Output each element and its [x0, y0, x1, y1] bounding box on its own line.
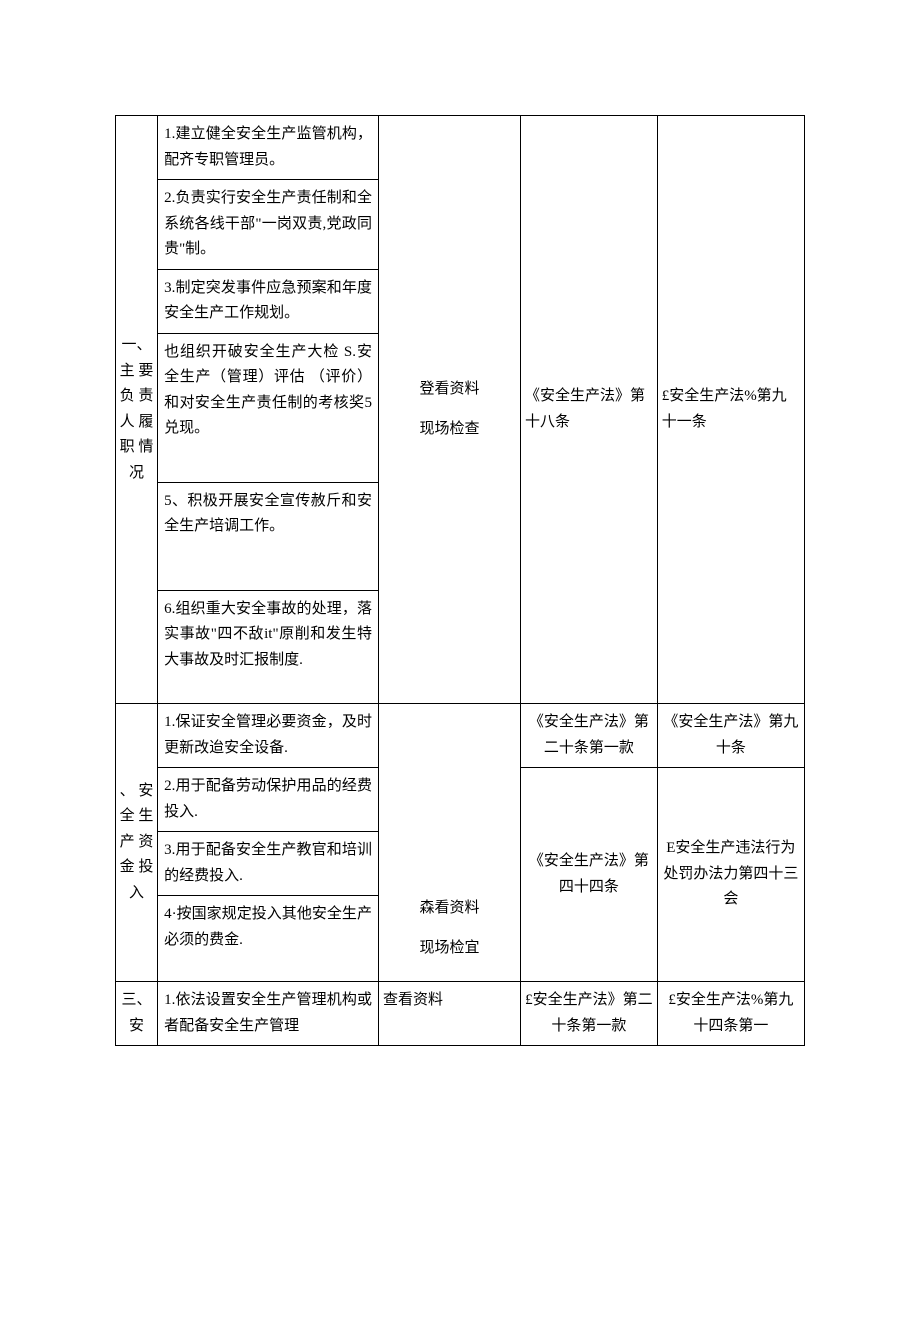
penalty-cell: £安全生产法%第九十一条: [657, 116, 804, 704]
basis-cell: 《安全生产法》第十八条: [520, 116, 657, 704]
item-cell: 2.用于配备劳动保护用品的经费投入.: [158, 768, 379, 832]
basis-cell: 《安全生产法》第四十四条: [520, 768, 657, 982]
table-row: 一、 主 要负 责人 履职 情况 1.建立健全安全生产监管机构，配齐专职管理员。…: [116, 116, 805, 180]
category-cell: 三、 安: [116, 982, 158, 1046]
safety-table: 一、 主 要负 责人 履职 情况 1.建立健全安全生产监管机构，配齐专职管理员。…: [115, 115, 805, 1046]
category-cell: 、 安全 生产 资金 投 入: [116, 704, 158, 982]
item-cell: 1.保证安全管理必要资金，及时更新改迨安全设备.: [158, 704, 379, 768]
category-cell: 一、 主 要负 责人 履职 情况: [116, 116, 158, 704]
method-cell: 登看资料 现场检查: [378, 116, 520, 704]
basis-cell: £安全生产法》第二十条第一款: [520, 982, 657, 1046]
table-row: 、 安全 生产 资金 投 入 1.保证安全管理必要资金，及时更新改迨安全设备. …: [116, 704, 805, 768]
item-cell: 3.制定突发事件应急预案和年度安全生产工作规划。: [158, 269, 379, 333]
item-cell: 6.组织重大安全事故的处理，落实事故"四不敌it"原削和发生特大事故及时汇报制度…: [158, 590, 379, 704]
penalty-cell: £安全生产法%第九十四条第一: [657, 982, 804, 1046]
item-cell: 2.负责实行安全生产责任制和全系统各线干部"一岗双责,党政同贵"制。: [158, 180, 379, 270]
table-row: 三、 安 1.依法设置安全生产管理机构或者配备安全生产管理 查看资料 £安全生产…: [116, 982, 805, 1046]
penalty-cell: 《安全生产法》第九十条: [657, 704, 804, 768]
item-cell: 1.建立健全安全生产监管机构，配齐专职管理员。: [158, 116, 379, 180]
penalty-cell: E安全生产违法行为处罚办法力第四十三会: [657, 768, 804, 982]
basis-cell: 《安全生产法》第二十条第一款: [520, 704, 657, 768]
item-cell: 4·按国家规定投入其他安全生产必须的费金.: [158, 896, 379, 982]
method-cell: 查看资料: [378, 982, 520, 1046]
item-cell: 1.依法设置安全生产管理机构或者配备安全生产管理: [158, 982, 379, 1046]
item-cell: 3.用于配备安全生产教官和培训的经费投入.: [158, 832, 379, 896]
item-cell: 5、积极开展安全宣传赦斤和安全生产培调工作。: [158, 482, 379, 590]
item-cell: 也组织开破安全生产大检 S.安全生产（管理）评估 （评价）和对安全生产责任制的考…: [158, 333, 379, 482]
method-cell: 森看资料 现场检宜: [378, 704, 520, 982]
